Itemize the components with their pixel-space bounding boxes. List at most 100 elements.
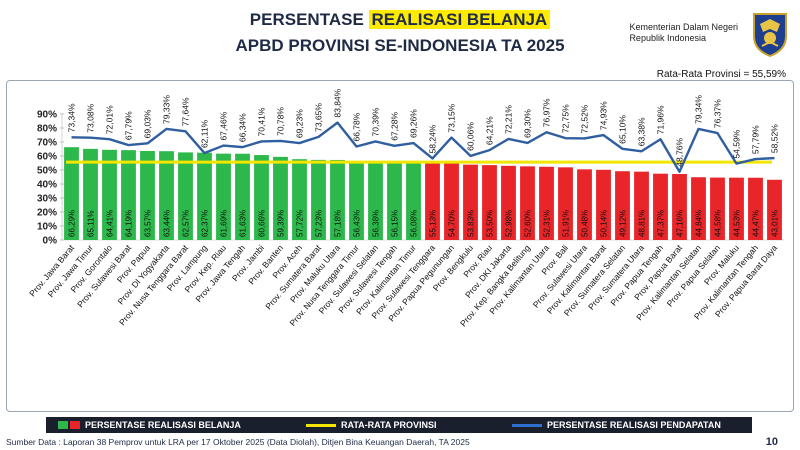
bar-value-label: 52,60% <box>524 210 533 237</box>
legend-belanja: PERSENTASE REALISASI BELANJA <box>58 419 241 431</box>
y-tick-label: 30% <box>37 194 57 205</box>
chart-panel <box>6 80 794 412</box>
chart-title: PERSENTASE REALISASI BELANJA <box>0 10 800 30</box>
bar <box>159 151 174 240</box>
bar <box>615 171 630 240</box>
legend-swatch-red <box>70 421 80 429</box>
y-tick-label: 10% <box>37 222 57 233</box>
bar-value-label: 47,16% <box>676 210 685 237</box>
bar <box>748 177 763 240</box>
y-tick-label: 90% <box>37 110 57 121</box>
line-value-label: 69,26% <box>409 109 419 138</box>
bar <box>140 151 155 240</box>
line-value-label: 69,30% <box>523 109 533 138</box>
bar-value-label: 49,12% <box>619 210 628 237</box>
bar <box>178 152 193 240</box>
bar-value-label: 63,44% <box>163 210 172 237</box>
bar-value-label: 59,39% <box>277 210 286 237</box>
bar <box>387 161 402 240</box>
pendapatan-line <box>71 121 775 173</box>
bar <box>767 179 782 240</box>
bar <box>596 169 611 240</box>
line-value-label: 57,79% <box>751 125 761 154</box>
line-value-label: 66,34% <box>238 113 248 142</box>
bar-value-label: 56,08% <box>410 210 419 237</box>
line-value-label: 73,65% <box>314 103 324 132</box>
line-value-label: 64,21% <box>485 116 495 145</box>
line-value-label: 58,52% <box>770 124 780 153</box>
garuda-emblem-icon <box>753 13 787 58</box>
bar-value-label: 53,50% <box>486 210 495 237</box>
line-value-label: 63,38% <box>637 117 647 146</box>
line-value-label: 83,84% <box>333 88 343 117</box>
line-value-label: 72,21% <box>504 105 514 134</box>
title-prefix: PERSENTASE <box>249 10 369 29</box>
bar <box>216 153 231 240</box>
line-value-label: 66,78% <box>352 112 362 141</box>
line-value-label: 62,11% <box>200 119 210 148</box>
bar-value-label: 56,38% <box>372 210 381 237</box>
bar-value-label: 44,84% <box>695 210 704 237</box>
title-highlight: REALISASI BELANJA <box>368 10 551 29</box>
bar <box>368 161 383 240</box>
legend-rata-label: RATA-RATA PROVINSI <box>341 420 437 430</box>
line-value-label: 70,39% <box>371 107 381 136</box>
bar <box>311 159 326 240</box>
line-value-label: 58,24% <box>428 124 438 153</box>
ministry-name: Kementerian Dalam Negeri Republik Indone… <box>629 22 738 44</box>
line-value-label: 60,06% <box>466 122 476 151</box>
bar <box>273 156 288 240</box>
bar <box>577 169 592 240</box>
bar-value-label: 60,66% <box>258 210 267 237</box>
line-value-label: 65,10% <box>618 115 628 144</box>
bar-value-label: 47,37% <box>657 210 666 237</box>
line-value-label: 69,03% <box>143 109 153 138</box>
bar-value-label: 50,48% <box>581 210 590 237</box>
page-number: 10 <box>765 436 778 448</box>
bar-value-label: 62,37% <box>201 210 210 237</box>
bar-value-label: 57,23% <box>315 210 324 237</box>
bar-value-label: 44,53% <box>733 210 742 237</box>
legend-swatch-line <box>512 423 542 427</box>
chart-legend: PERSENTASE REALISASI BELANJA RATA-RATA P… <box>46 417 752 433</box>
legend-belanja-label: PERSENTASE REALISASI BELANJA <box>85 420 241 430</box>
bar-value-label: 43,01% <box>771 210 780 237</box>
bar-value-label: 66,29% <box>68 210 77 237</box>
line-value-label: 70,41% <box>257 107 267 136</box>
bar-value-label: 51,91% <box>562 210 571 237</box>
bar <box>539 166 554 240</box>
bar <box>463 164 478 240</box>
bar <box>330 159 345 240</box>
bar <box>235 153 250 240</box>
line-value-label: 69,23% <box>295 109 305 138</box>
bar <box>254 155 269 240</box>
bar-value-label: 48,81% <box>638 210 647 237</box>
line-value-label: 73,08% <box>86 103 96 132</box>
data-source-note: Sumber Data : Laporan 38 Pemprov untuk L… <box>6 437 470 447</box>
line-value-label: 67,28% <box>390 112 400 141</box>
line-value-label: 48,76% <box>675 137 685 166</box>
bar <box>558 167 573 240</box>
bar-value-label: 53,83% <box>467 210 476 237</box>
bar <box>653 173 668 240</box>
line-value-label: 73,34% <box>67 103 77 132</box>
bar-value-label: 56,43% <box>353 210 362 237</box>
bar <box>121 150 136 240</box>
line-value-label: 72,52% <box>580 104 590 133</box>
line-value-label: 76,97% <box>542 98 552 127</box>
bar-value-label: 61,69% <box>220 210 229 237</box>
bar-value-label: 57,72% <box>296 210 305 237</box>
bar <box>729 177 744 240</box>
bar <box>102 149 117 240</box>
line-value-label: 70,78% <box>276 107 286 136</box>
ministry-line-1: Kementerian Dalam Negeri <box>629 22 738 32</box>
bar-value-label: 62,57% <box>182 210 191 237</box>
bar <box>520 166 535 240</box>
bar-value-label: 57,18% <box>334 210 343 237</box>
bar <box>197 152 212 240</box>
y-tick-label: 60% <box>37 152 57 163</box>
bar-value-label: 63,57% <box>144 210 153 237</box>
legend-rata: RATA-RATA PROVINSI <box>306 419 437 431</box>
bar <box>64 147 79 240</box>
bar <box>83 148 98 240</box>
